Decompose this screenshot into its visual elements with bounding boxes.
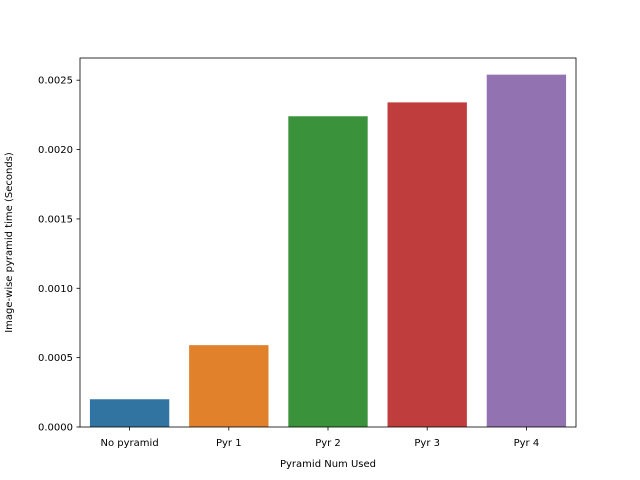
bar-1	[189, 345, 269, 427]
y-tick-label: 0.0015	[38, 214, 73, 225]
y-tick-label: 0.0020	[38, 145, 73, 156]
x-tick-label: Pyr 1	[216, 438, 242, 449]
y-tick-label: 0.0000	[38, 423, 73, 434]
x-tick-label: Pyr 2	[315, 438, 341, 449]
y-axis-ticks: 0.0000 0.0005 0.0010 0.0015 0.0020 0.0025	[38, 76, 80, 434]
x-tick-label: No pyramid	[101, 438, 159, 449]
y-tick-label: 0.0025	[38, 76, 73, 87]
x-axis-ticks: No pyramid Pyr 1 Pyr 2 Pyr 3 Pyr 4	[101, 427, 540, 449]
y-axis-label: Image-wise pyramid time (Seconds)	[4, 152, 15, 333]
y-tick-label: 0.0005	[38, 353, 73, 364]
bar-4	[486, 74, 567, 428]
bars-group	[89, 74, 567, 428]
bar-3	[387, 102, 467, 427]
x-axis-label: Pyramid Num Used	[280, 459, 376, 470]
y-tick-label: 0.0010	[38, 284, 73, 295]
bar-0	[89, 399, 170, 427]
bar-2	[288, 116, 368, 428]
x-tick-label: Pyr 4	[514, 438, 540, 449]
plot-frame	[79, 57, 577, 428]
x-tick-label: Pyr 3	[414, 438, 440, 449]
